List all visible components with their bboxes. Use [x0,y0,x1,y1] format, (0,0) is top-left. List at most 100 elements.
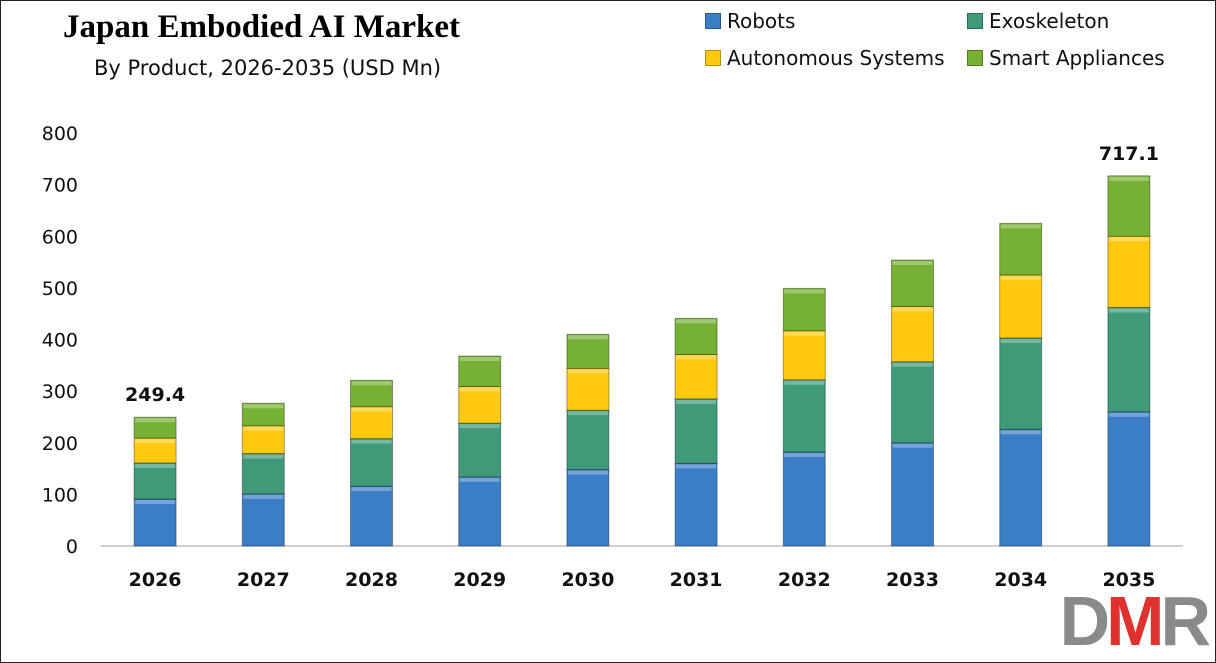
bar-bevel [135,418,176,423]
bar-segment-robots-2027 [241,493,285,547]
y-tick-label: 400 [42,330,78,352]
data-label-2035: 717.1 [1099,143,1159,165]
chart-title: Japan Embodied AI Market [63,9,460,45]
bar-bevel [459,424,500,429]
bar-segment-autonomous-systems-2032 [782,330,826,381]
dmr-logo: DMR [1059,582,1211,660]
bar-bevel [459,357,500,362]
bar-bevel [243,494,284,499]
bar-bevel [567,335,608,340]
bar-segment-autonomous-systems-2030 [566,367,610,411]
bar-bevel [784,331,825,336]
y-tick-label: 500 [42,278,78,300]
x-tick-label: 2028 [345,569,398,591]
bar-bevel [676,355,717,360]
bar-bevel [1108,308,1149,313]
bar-bevel [135,463,176,468]
bar-bevel [243,454,284,459]
bar-segment-smart-appliances-2027 [241,402,285,427]
bar-bevel [135,439,176,444]
legend-label: Exoskeleton [989,9,1110,33]
bar-bevel [351,439,392,444]
bar-bevel [676,399,717,404]
bar-bevel [567,470,608,475]
x-tick-label: 2031 [670,569,723,591]
y-tick-label: 100 [42,484,78,506]
y-tick-label: 300 [42,381,78,403]
x-tick-label: 2035 [1102,569,1155,591]
bar-segment-exoskeleton-2027 [241,453,285,495]
legend-item-robots: Robots [705,9,795,33]
bar-bevel [1000,430,1041,435]
bar-segment-exoskeleton-2029 [458,422,502,478]
bar-segment-robots-2032 [782,451,826,547]
bar-bevel [351,407,392,412]
bar-bevel [784,289,825,294]
bar-segment-smart-appliances-2035 [1107,175,1151,237]
bar-bevel [892,260,933,265]
bar-segment-autonomous-systems-2031 [674,353,718,400]
bar-bevel [1108,412,1149,417]
bar-bevel [1000,275,1041,280]
bar-bevel [459,477,500,482]
bar-bevel [567,411,608,416]
legend-label: Smart Appliances [989,46,1165,70]
bar-segment-autonomous-systems-2029 [458,385,502,424]
bar-segment-autonomous-systems-2026 [133,437,177,464]
bar-segment-robots-2033 [891,442,934,547]
legend-swatch [967,50,983,66]
y-tick-label: 200 [42,433,78,455]
bar-bevel [459,387,500,392]
bar-bevel [892,307,933,312]
x-tick-label: 2032 [778,569,831,591]
legend-item-smart-appliances: Smart Appliances [967,46,1165,70]
bar-bevel [892,443,933,448]
bar-segment-smart-appliances-2026 [133,416,177,439]
bar-segment-robots-2031 [674,462,718,547]
bar-segment-autonomous-systems-2028 [350,406,393,440]
bar-segment-autonomous-systems-2027 [241,425,285,455]
bar-segment-exoskeleton-2034 [999,337,1043,430]
x-tick-label: 2027 [237,569,290,591]
bar-bevel [243,426,284,431]
bar-segment-exoskeleton-2033 [891,361,934,444]
legend-label: Autonomous Systems [727,46,945,70]
bar-segment-exoskeleton-2035 [1107,306,1151,413]
data-label-2026: 249.4 [125,384,185,406]
x-tick-label: 2034 [994,569,1047,591]
y-tick-label: 0 [66,536,78,558]
bar-segment-robots-2034 [999,428,1043,547]
x-tick-label: 2026 [129,569,182,591]
bar-bevel [243,404,284,409]
chart-subtitle: By Product, 2026-2035 (USD Mn) [94,56,442,80]
bar-segment-exoskeleton-2030 [566,409,610,471]
bar-bevel [676,319,717,324]
y-tick-label: 700 [42,175,78,197]
legend-label: Robots [727,9,796,33]
bar-segment-smart-appliances-2032 [782,287,826,332]
legend-item-exoskeleton: Exoskeleton [967,9,1109,33]
legend: Robots Exoskeleton Autonomous Systems Sm… [705,9,1185,79]
bar-segment-autonomous-systems-2034 [999,274,1043,339]
bar-segment-smart-appliances-2034 [999,222,1043,276]
bar-bevel [892,362,933,367]
bar-segment-exoskeleton-2026 [133,462,177,500]
bar-segment-robots-2029 [458,476,502,547]
bar-bevel [351,381,392,386]
bar-segment-autonomous-systems-2035 [1107,235,1151,308]
bar-segment-smart-appliances-2031 [674,317,718,355]
bar-bevel [1000,224,1041,229]
x-tick-label: 2029 [453,569,506,591]
legend-swatch [705,13,721,29]
bar-segment-exoskeleton-2028 [350,438,393,487]
legend-swatch [705,50,721,66]
bar-segment-smart-appliances-2028 [350,379,393,408]
bar-bevel [1000,338,1041,343]
bar-bevel [676,464,717,469]
bar-bevel [1108,237,1149,242]
legend-item-autonomous-systems: Autonomous Systems [705,46,945,70]
bar-segment-robots-2035 [1107,411,1151,547]
bar-segment-exoskeleton-2032 [782,379,826,453]
